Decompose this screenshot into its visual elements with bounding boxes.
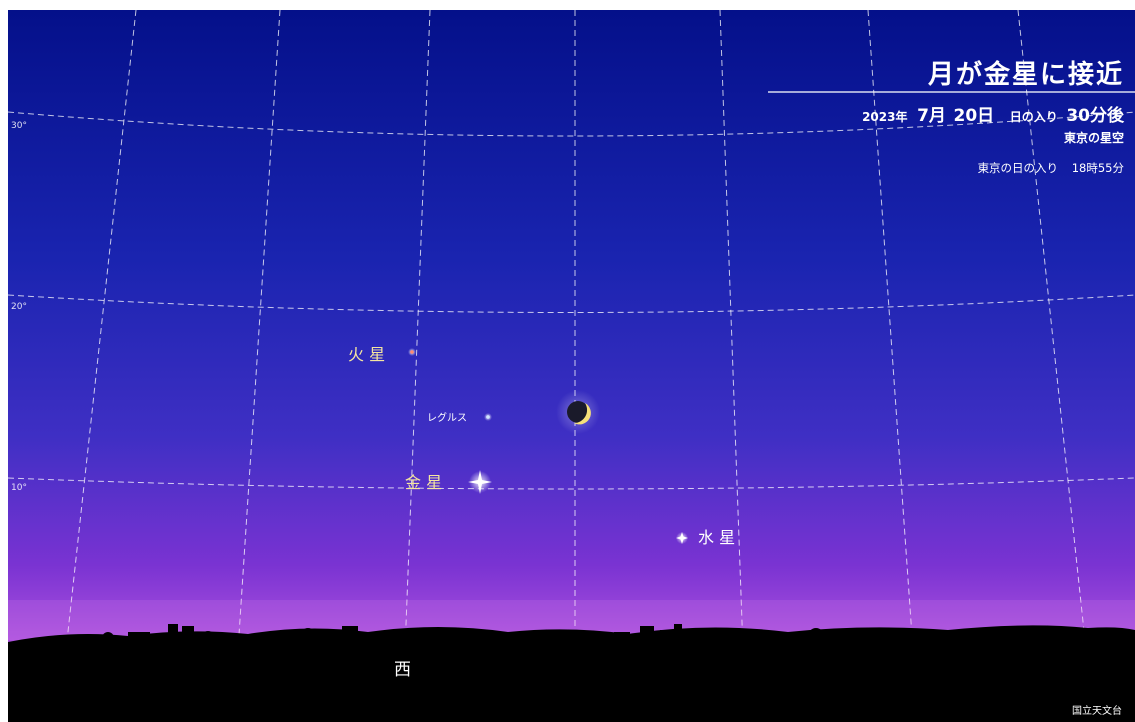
sunset-info: 東京の日の入り 18時55分 bbox=[978, 161, 1125, 175]
event-prefix: 日の入り bbox=[1010, 110, 1058, 124]
credit-label: 国立天文台 bbox=[1072, 704, 1122, 717]
azimuth-line bbox=[1017, 10, 1087, 651]
mars-dot bbox=[410, 350, 414, 354]
altitude-label-30: 30° bbox=[11, 121, 27, 131]
regulus-dot bbox=[486, 415, 490, 419]
mercury-label: 水 星 bbox=[698, 528, 735, 547]
date-day: 20日 bbox=[953, 106, 994, 126]
mercury-star-icon bbox=[676, 532, 688, 544]
city-silhouette bbox=[8, 624, 1135, 722]
venus-label: 金 星 bbox=[405, 473, 442, 492]
sky-background bbox=[8, 10, 1135, 722]
altitude-label-20: 20° bbox=[11, 302, 27, 312]
direction-west-label: 西 bbox=[394, 660, 411, 680]
page-title: 月が金星に接近 bbox=[927, 59, 1124, 90]
moon-disk bbox=[567, 401, 589, 423]
azimuth-line bbox=[719, 10, 744, 651]
azimuth-line bbox=[237, 10, 281, 651]
sunset-time: 18時55分 bbox=[1072, 161, 1125, 175]
azimuth-line bbox=[404, 10, 431, 651]
event-minutes: 30分後 bbox=[1066, 105, 1125, 126]
azimuth-line bbox=[867, 10, 914, 651]
date-month: 7月 bbox=[917, 106, 946, 126]
coordinate-grid bbox=[8, 10, 1135, 651]
azimuth-line bbox=[65, 10, 137, 651]
sky-chart: 30° 20° 10° 月が金星に接近 2023年 7月 20日 日の入り 30… bbox=[8, 10, 1135, 722]
venus-star-icon bbox=[468, 470, 492, 494]
altitude-label-10: 10° bbox=[11, 483, 27, 493]
mars-label: 火 星 bbox=[348, 345, 385, 364]
regulus-label: レグルス bbox=[427, 411, 467, 424]
altitude-line-30 bbox=[8, 111, 1135, 137]
date-line: 2023年 7月 20日 日の入り 30分後 bbox=[862, 105, 1125, 126]
date-year: 2023年 bbox=[862, 109, 907, 124]
location-sky: 東京の星空 bbox=[1064, 130, 1124, 145]
altitude-line-10 bbox=[8, 477, 1135, 490]
moon-crescent-icon bbox=[574, 403, 591, 425]
sunset-label: 東京の日の入り bbox=[978, 161, 1059, 175]
altitude-line-20 bbox=[8, 294, 1135, 313]
